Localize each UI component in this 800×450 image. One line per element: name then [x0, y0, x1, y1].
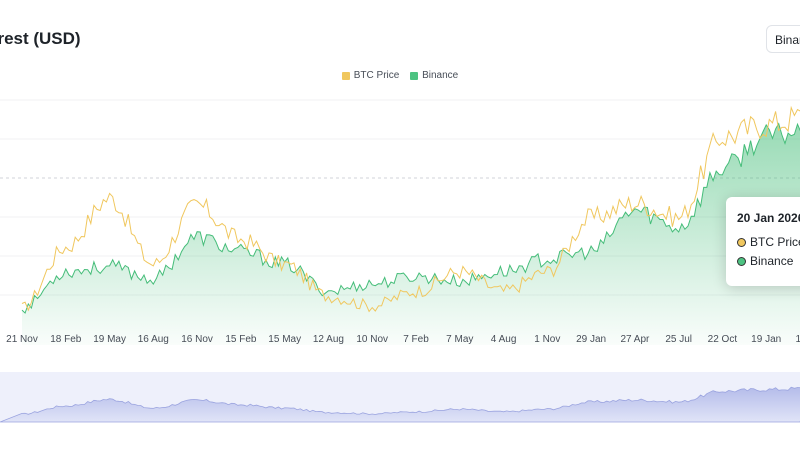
- x-tick-label: 16 Nov: [181, 334, 213, 345]
- x-tick-label: 1 Nov: [534, 334, 560, 345]
- x-tick-label: 19 May: [93, 334, 126, 345]
- chart-title: erest (USD): [0, 29, 81, 48]
- tooltip-dot-btc: [737, 237, 746, 247]
- x-tick-label: 7 Feb: [403, 334, 429, 345]
- btc-price-line: [21, 105, 800, 313]
- legend-label-binance: Binance: [422, 70, 459, 81]
- legend-swatch-btc: [341, 71, 350, 80]
- binance-area: [22, 123, 800, 345]
- x-tick-label: 16 Aug: [138, 334, 169, 345]
- x-tick-label: 19 Jan: [751, 334, 781, 345]
- chart-tooltip: 20 Jan 2026 BTC Price Binance: [726, 197, 800, 286]
- x-tick-label: 4 Aug: [491, 334, 517, 345]
- tooltip-row-btc: BTC Price: [737, 235, 800, 249]
- x-tick-label: 27 Apr: [620, 334, 650, 345]
- x-tick-label: 25 Jul: [665, 334, 692, 345]
- tooltip-dot-binance: [737, 256, 746, 266]
- chart-legend: BTC Price Binance: [0, 70, 800, 83]
- tooltip-label-binance: Binance: [750, 254, 794, 268]
- x-tick-label: 21 Nov: [6, 334, 38, 345]
- binance-line: [21, 122, 800, 314]
- tooltip-label-btc: BTC Price: [750, 235, 800, 249]
- tooltip-row-binance: Binance: [737, 254, 800, 268]
- x-axis-ticks: 21 Nov 18 Feb 19 May 16 Aug 16 Nov 15 Feb 15 M…: [6, 334, 800, 345]
- x-tick-label: 12 Aug: [313, 334, 344, 345]
- navigator-area: [0, 386, 800, 423]
- x-tick-label: 15 May: [268, 334, 301, 345]
- tooltip-date: 20 Jan 2026: [737, 211, 800, 225]
- x-tick-label: 22 Oct: [708, 334, 738, 345]
- legend-item-btc-price[interactable]: BTC Price: [341, 70, 400, 81]
- x-tick-label: 18 Feb: [50, 334, 82, 345]
- x-tick-label: 18 Apr: [796, 334, 800, 345]
- legend-swatch-binance: [410, 71, 419, 80]
- legend-item-binance[interactable]: Binance: [410, 70, 458, 81]
- legend-label-btc: BTC Price: [353, 70, 400, 81]
- x-tick-label: 7 May: [446, 334, 473, 345]
- x-tick-label: 15 Feb: [225, 334, 257, 345]
- x-tick-label: 10 Nov: [356, 334, 388, 345]
- x-tick-label: 29 Jan: [576, 334, 606, 345]
- exchange-select-button[interactable]: Binan: [766, 25, 800, 53]
